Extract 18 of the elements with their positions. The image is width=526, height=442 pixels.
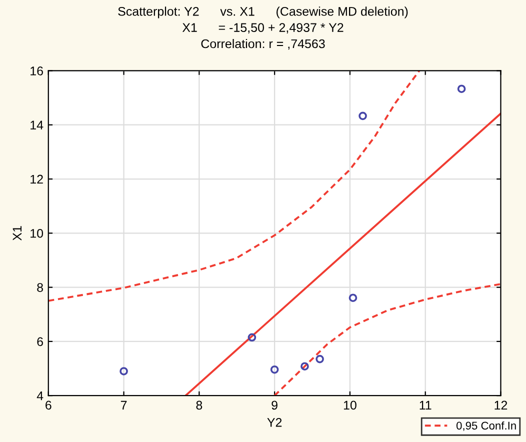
x-tick-label: 6 xyxy=(46,400,52,410)
legend-label: 0,95 Conf.In xyxy=(456,421,516,431)
y-tick-label: 14 xyxy=(30,120,44,130)
x-tick-label: 7 xyxy=(120,400,127,410)
y-tick-label: 6 xyxy=(37,337,43,346)
y-axis-title: X1 xyxy=(12,226,22,241)
x-tick-label: 9 xyxy=(272,400,278,410)
x-tick-label: 8 xyxy=(196,400,202,410)
x-tick-label: 11 xyxy=(420,400,432,410)
y-tick-label: 8 xyxy=(37,283,43,292)
y-tick-label: 16 xyxy=(30,66,43,76)
x-tick-label: 10 xyxy=(344,400,356,410)
y-tick-label: 12 xyxy=(30,174,43,184)
y-tick-label: 10 xyxy=(30,228,44,238)
x-tick-label: 12 xyxy=(494,400,508,410)
chart-title: Scatterplot: Y2 vs. X1 (Casewise MD deletion) X1 = -15,50 + 2,4937 * Y2 Correlation: r = ,74563 xyxy=(118,6,408,50)
y-tick-label: 4 xyxy=(36,392,44,400)
x-axis-title: Y2 xyxy=(267,418,282,427)
